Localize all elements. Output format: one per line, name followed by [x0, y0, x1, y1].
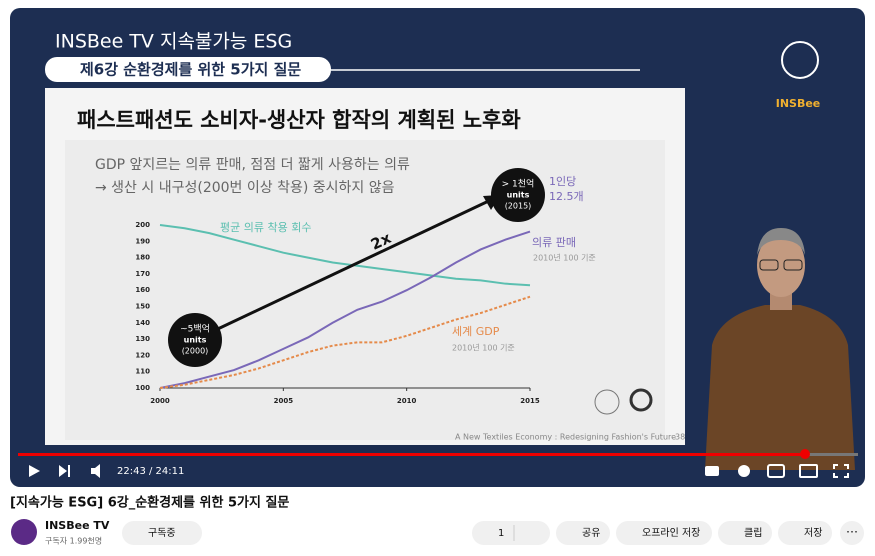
captions-button[interactable] [705, 466, 719, 476]
y-tick-label: 130 [135, 335, 150, 343]
like-count: 1 [498, 528, 504, 539]
partner-logo [594, 389, 620, 415]
clip-label: 클립 [744, 526, 762, 539]
next-button[interactable] [59, 465, 70, 477]
video-header: INSBee TV 지속불가능 ESG [55, 31, 292, 53]
annotation: 2010년 100 기준 [533, 253, 596, 263]
progress-thumb[interactable] [800, 449, 810, 459]
series-line [159, 295, 531, 389]
x-tick-label: 2005 [274, 397, 294, 405]
lecture-title: 제6강 순환경제를 위한 5가지 질문 [80, 61, 301, 79]
partner-logo [629, 388, 653, 412]
annotation: 2010년 100 기준 [452, 343, 515, 353]
lecture-pill [45, 57, 331, 82]
progress-played [18, 453, 805, 456]
series-line [159, 224, 531, 287]
theater-button[interactable] [799, 464, 818, 478]
clip-button[interactable] [718, 521, 772, 545]
offline-label: 오프라인 저장 [642, 527, 700, 539]
y-tick-label: 160 [135, 286, 150, 294]
series-label: 의류 판매 [532, 236, 576, 249]
slide-title: 패스트패션도 소비자-생산자 합작의 계획된 노후화 [77, 108, 521, 132]
y-tick-label: 120 [135, 351, 150, 359]
miniplayer-button[interactable] [767, 464, 785, 478]
presenter-head [757, 233, 805, 297]
settings-button[interactable] [738, 465, 750, 477]
slide-page: 38 [675, 433, 685, 442]
y-tick-label: 170 [135, 270, 150, 278]
save-label: 저장 [804, 527, 822, 539]
y-tick-label: 110 [135, 368, 150, 376]
y-tick-label: 190 [135, 237, 150, 245]
series-line [159, 230, 531, 389]
slide-subtitle: GDP 앞지르는 의류 판매, 점점 더 짧게 사용하는 의류 [95, 157, 410, 173]
subscribe-label: 구독중 [148, 527, 176, 539]
x-tick-label: 2010 [397, 397, 417, 405]
annotation: > 1천억 [502, 178, 535, 190]
y-tick-label: 180 [135, 254, 150, 262]
x-tick-label: 2015 [520, 397, 540, 405]
subscribe-button[interactable] [122, 521, 202, 545]
annotation: units [184, 336, 207, 345]
presenter-glasses [759, 259, 779, 271]
annotation: ~5백억 [180, 323, 210, 335]
like-button[interactable] [472, 521, 550, 545]
y-tick-label: 150 [135, 303, 150, 311]
play-button[interactable] [29, 465, 40, 477]
more-icon: ⋯ [846, 525, 858, 539]
growth-arrow [204, 196, 496, 337]
more-button[interactable] [840, 521, 864, 545]
presenter-glasses [783, 259, 803, 271]
channel-name[interactable]: INSBee TV [45, 519, 110, 532]
logo-text: INSBee [776, 97, 821, 110]
y-tick-label: 140 [135, 319, 150, 327]
annotation: units [507, 191, 530, 200]
time-display: 22:43 / 24:11 [117, 466, 184, 477]
series-label: 세계 GDP [452, 325, 500, 338]
offline-button[interactable] [616, 521, 712, 545]
annotation-bubble [491, 168, 545, 222]
x-tick-label: 2000 [150, 397, 170, 405]
presenter-hair [757, 228, 805, 255]
save-button[interactable] [778, 521, 832, 545]
slide-subtitle: → 생산 시 내구성(200번 이상 착용) 중시하지 않음 [95, 180, 395, 196]
y-tick-label: 200 [135, 221, 150, 229]
annotation: 12.5개 [549, 190, 584, 203]
slide-footer: A New Textiles Economy : Redesigning Fas… [455, 433, 676, 442]
video-title: [지속가능 ESG] 6강_순환경제를 위한 5가지 질문 [10, 495, 289, 511]
share-label: 공유 [582, 527, 600, 539]
annotation-bubble [168, 313, 222, 367]
channel-avatar[interactable] [11, 519, 37, 545]
annotation: (2015) [505, 202, 532, 211]
logo-icon [781, 41, 819, 79]
y-tick-label: 100 [135, 384, 150, 392]
share-button[interactable] [556, 521, 610, 545]
series-label: 평균 의류 착용 회수 [220, 221, 311, 234]
volume-button[interactable] [91, 464, 100, 478]
annotation: (2000) [182, 347, 209, 356]
annotation: 1인당 [549, 175, 576, 188]
presenter-body [705, 305, 855, 470]
slide-panel [65, 140, 665, 440]
subscriber-count: 구독자 1.99천명 [45, 536, 102, 546]
fullscreen-button[interactable] [833, 464, 849, 478]
